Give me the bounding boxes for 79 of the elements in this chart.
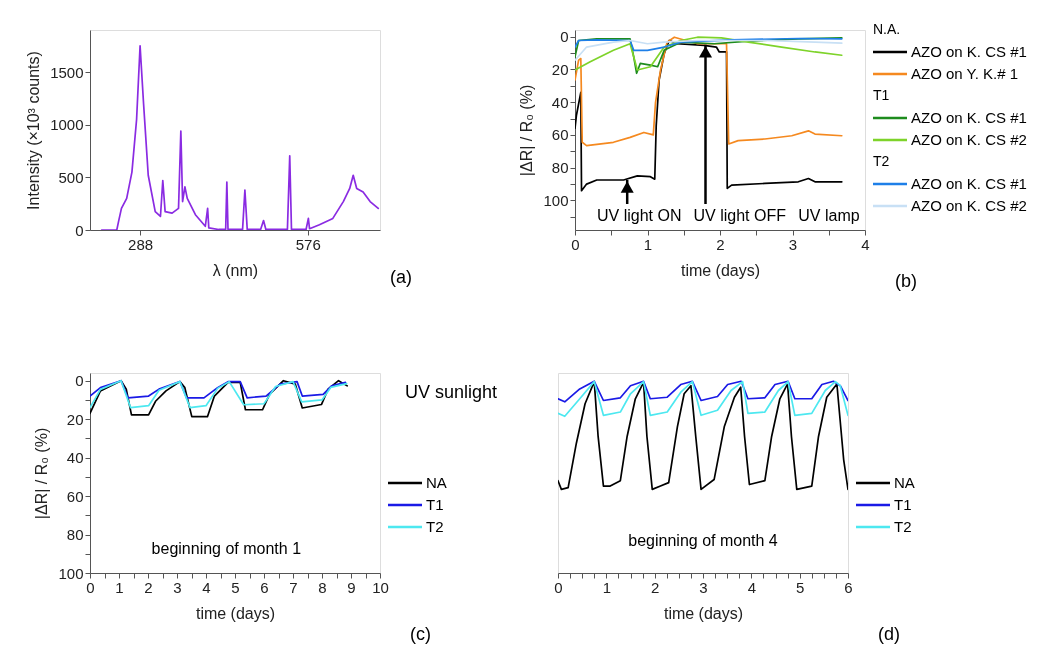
x-tick-label: 576 xyxy=(295,235,321,253)
x-tick-label: 3 xyxy=(699,578,708,596)
x-tick-label: 9 xyxy=(347,578,356,596)
annotation: UV light ON xyxy=(596,207,682,224)
x-tick-label: 4 xyxy=(202,578,211,596)
legend-label: AZO on K. CS #1 xyxy=(911,109,1027,126)
text: T1 xyxy=(873,87,890,103)
legend-label: T1 xyxy=(426,496,444,513)
legend-label: AZO on K. CS #2 xyxy=(911,131,1027,148)
line-series xyxy=(575,37,843,52)
y-tick-label: 500 xyxy=(58,168,84,186)
x-tick-label: 6 xyxy=(844,578,853,596)
text: (a) xyxy=(390,267,412,287)
line-series xyxy=(90,379,349,418)
x-tick-label: 6 xyxy=(260,578,269,596)
legend-label: NA xyxy=(894,474,915,491)
annotation: UV lamp xyxy=(798,207,860,224)
y-tick-label: 20 xyxy=(66,410,84,428)
y-tick-label: 0 xyxy=(75,221,84,239)
y-tick-label: 1500 xyxy=(50,63,84,81)
text: N.A. xyxy=(873,21,901,37)
text: T2 xyxy=(873,153,890,169)
x-tick-label: 2 xyxy=(144,578,153,596)
text: (c) xyxy=(410,624,431,644)
x-tick-label: 1 xyxy=(602,578,612,596)
x-tick-label: 0 xyxy=(571,235,580,253)
x-tick-label: 3 xyxy=(788,235,798,253)
x-axis-title: time (days) xyxy=(663,604,744,622)
legend-label: NA xyxy=(426,474,447,491)
x-tick-label: 7 xyxy=(289,578,298,596)
x-tick-label: 5 xyxy=(231,578,240,596)
legend-label: T1 xyxy=(894,496,912,513)
line-series xyxy=(90,379,348,409)
x-tick-label: 288 xyxy=(128,235,154,253)
y-axis-title: |ΔR| / R₀ (%) xyxy=(518,84,536,177)
legend-label: AZO on K. CS #2 xyxy=(911,197,1027,214)
legend-label: T2 xyxy=(894,518,912,535)
x-tick-label: 2 xyxy=(650,578,660,596)
x-tick-label: 8 xyxy=(318,578,327,596)
line-series xyxy=(90,379,347,399)
legend-label: AZO on Y. K.# 1 xyxy=(911,65,1019,82)
y-tick-label: 1000 xyxy=(50,116,84,134)
y-tick-label: 80 xyxy=(66,526,84,544)
x-tick-label: 4 xyxy=(861,235,870,253)
legend-label: AZO on K. CS #1 xyxy=(911,175,1027,192)
line-series xyxy=(575,39,843,62)
y-tick-label: 60 xyxy=(66,487,84,505)
y-axis-title: |ΔR| / R₀ (%) xyxy=(33,427,51,520)
text: (d) xyxy=(878,624,900,644)
x-axis-title: time (days) xyxy=(680,261,761,279)
y-tick-label: 60 xyxy=(551,126,569,144)
y-tick-label: 100 xyxy=(543,191,569,209)
text: UV sunlight xyxy=(405,382,498,402)
x-axis-title: λ (nm) xyxy=(212,261,259,279)
line-series xyxy=(100,44,380,230)
y-axis-title: Intensity (×10³ counts) xyxy=(25,51,43,210)
y-tick-label: 0 xyxy=(75,372,84,390)
annotation: beginning of month 1 xyxy=(151,540,302,557)
y-tick-label: 80 xyxy=(551,159,569,177)
x-tick-label: 10 xyxy=(372,578,389,596)
legend-label: T2 xyxy=(426,518,444,535)
y-tick-label: 100 xyxy=(58,564,84,582)
x-axis-title: time (days) xyxy=(195,604,276,622)
x-tick-label: 4 xyxy=(747,578,757,596)
x-tick-label: 3 xyxy=(173,578,182,596)
y-tick-label: 20 xyxy=(551,60,569,78)
y-tick-label: 40 xyxy=(551,93,569,111)
x-tick-label: 5 xyxy=(795,578,805,596)
x-tick-label: 1 xyxy=(643,235,653,253)
annotation: UV light OFF xyxy=(693,207,787,224)
y-tick-label: 0 xyxy=(560,28,569,46)
y-tick-label: 40 xyxy=(66,449,84,467)
x-tick-label: 0 xyxy=(86,578,95,596)
x-tick-label: 2 xyxy=(716,235,725,253)
legend-label: AZO on K. CS #1 xyxy=(911,43,1027,60)
x-tick-label: 1 xyxy=(115,578,124,596)
text: (b) xyxy=(895,271,917,291)
annotation: beginning of month 4 xyxy=(628,532,778,549)
line-series xyxy=(575,36,843,147)
